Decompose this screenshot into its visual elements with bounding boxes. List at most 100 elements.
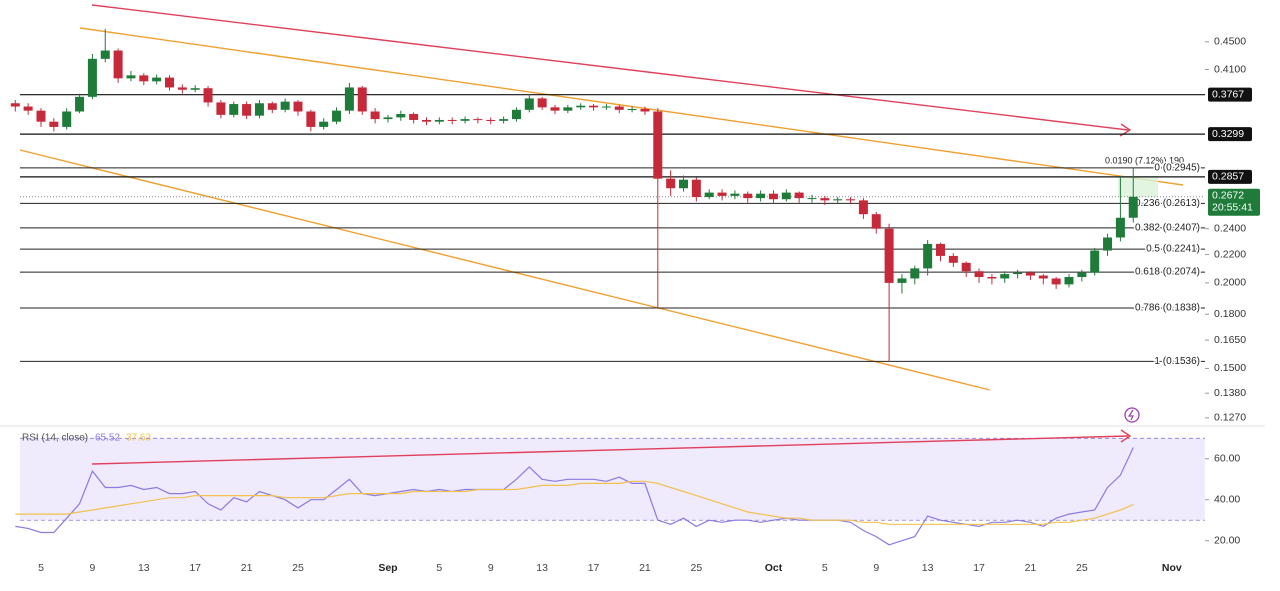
candle-body	[87, 58, 97, 97]
candle-body	[691, 179, 701, 198]
y-tick-label: 0.4500	[1214, 36, 1246, 48]
candle-body	[139, 75, 149, 82]
price-badge-label: 0.3299	[1212, 128, 1244, 140]
countdown-label: 20:55:41	[1212, 202, 1253, 214]
candle-body	[1103, 237, 1113, 251]
fib-label: 0.618 (0.2074)	[1135, 267, 1200, 278]
candle-body	[897, 278, 907, 283]
candle-body	[344, 87, 354, 111]
x-tick-label: 13	[536, 562, 548, 574]
candle-body	[679, 179, 688, 189]
y-tick-label: 60.00	[1214, 453, 1240, 465]
candle-body	[961, 262, 971, 272]
x-tick-label: 9	[89, 562, 95, 574]
candle-body	[460, 119, 470, 121]
candle-body	[422, 119, 431, 122]
y-tick-label: 0.2200	[1214, 248, 1246, 260]
rsi-trend-line	[91, 435, 1129, 465]
candle-body	[614, 106, 624, 110]
rsi-line	[15, 447, 1134, 546]
candle-body	[794, 192, 804, 199]
candle-body	[216, 102, 226, 115]
alert-icon[interactable]	[1124, 407, 1140, 423]
y-tick-label: 0.1270	[1214, 412, 1246, 424]
x-tick-label: 9	[488, 562, 494, 574]
candle-body	[524, 98, 534, 110]
candle-body	[576, 105, 586, 108]
candle-body	[62, 111, 72, 127]
candle-body	[1128, 196, 1138, 218]
candle-body	[1115, 217, 1125, 238]
x-tick-label: 17	[189, 562, 201, 574]
candle-body	[396, 114, 406, 118]
candle-body	[640, 108, 650, 112]
channel-line	[19, 149, 991, 391]
candle-body	[280, 101, 290, 110]
candle-body	[293, 101, 303, 112]
candle-body	[434, 119, 444, 122]
candle-body	[768, 193, 778, 200]
candle-body	[820, 198, 830, 201]
x-tick-label: 5	[436, 562, 442, 574]
candle-body	[653, 111, 663, 179]
candle-body	[948, 255, 958, 263]
price-badge	[1208, 127, 1252, 142]
last-price-label: 0.2672	[1212, 190, 1244, 202]
candle-body	[267, 103, 277, 110]
candle-body	[781, 192, 791, 200]
candle-body	[1064, 277, 1074, 285]
candle-body	[357, 87, 367, 112]
fib-label: 0.5 (0.2241)	[1146, 244, 1200, 255]
candle-body	[23, 106, 33, 111]
x-tick-label: 9	[873, 562, 879, 574]
candle-body	[730, 193, 740, 196]
x-tick-label: 5	[822, 562, 828, 574]
candle-body	[36, 110, 46, 122]
x-tick-label: 17	[973, 562, 985, 574]
alert-icon-bolt	[1127, 409, 1134, 421]
candle-body	[589, 105, 599, 108]
y-tick-label: 0.1650	[1214, 334, 1246, 346]
candle-body	[511, 109, 521, 120]
y-tick-label: 0.1500	[1214, 362, 1246, 374]
candle-body	[858, 200, 868, 215]
candle-body	[49, 121, 59, 127]
last-price-badge	[1208, 188, 1260, 216]
x-tick-label: 5	[38, 562, 44, 574]
x-tick-label: Nov	[1162, 562, 1182, 574]
candle-body	[1038, 275, 1048, 279]
candle-body	[627, 108, 637, 110]
candle-body	[409, 114, 419, 120]
x-tick-label: Sep	[378, 562, 397, 574]
candle-body	[833, 199, 843, 201]
candle-body	[537, 98, 547, 108]
price-badge-label: 0.3767	[1212, 88, 1244, 100]
price-badge-label: 0.2857	[1212, 171, 1244, 183]
x-tick-label: 25	[691, 562, 703, 574]
candle-body	[743, 193, 753, 199]
candle-body	[910, 268, 920, 279]
x-tick-label: 25	[1076, 562, 1088, 574]
candle-body	[704, 192, 714, 198]
fib-label: 0.382 (0.2407)	[1135, 222, 1200, 233]
candle-body	[242, 104, 252, 116]
trend-line	[91, 4, 1129, 131]
x-tick-label: 21	[1025, 562, 1037, 574]
candle-body	[113, 50, 123, 79]
candle-body	[987, 277, 997, 279]
y-tick-label: 0.1380	[1214, 387, 1246, 399]
x-tick-label: 25	[292, 562, 304, 574]
candle-body	[1090, 250, 1100, 273]
channel-line	[79, 27, 1184, 186]
candle-body	[1000, 274, 1010, 279]
candle-body	[550, 107, 560, 111]
price-badge	[1208, 169, 1252, 184]
candle-body	[190, 88, 200, 90]
candle-body	[306, 111, 316, 127]
candle-body	[370, 111, 380, 120]
candle-body	[203, 88, 213, 103]
candle-body	[717, 192, 727, 196]
candle-body	[100, 50, 110, 59]
candle-body	[666, 178, 676, 189]
